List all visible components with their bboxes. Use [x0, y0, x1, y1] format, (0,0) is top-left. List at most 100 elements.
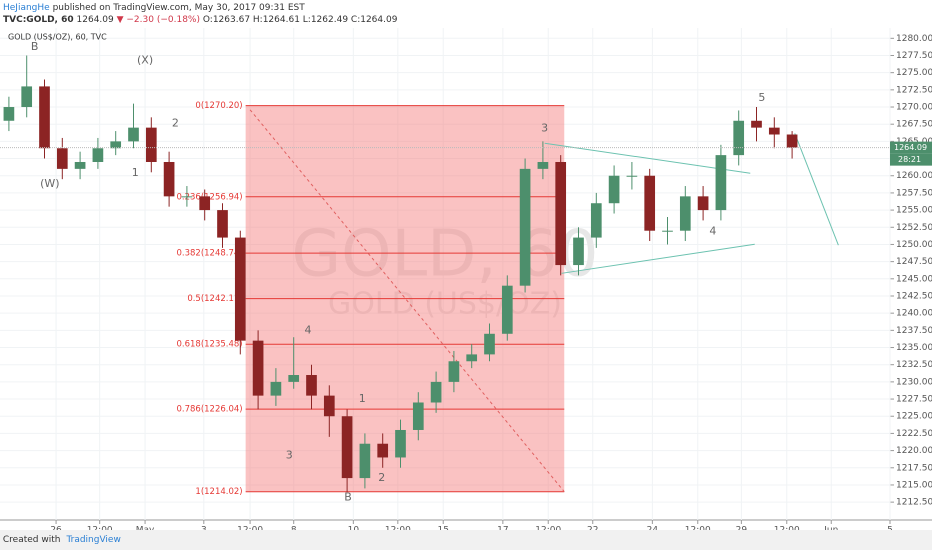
- candle-body: [644, 175, 656, 231]
- candle-body: [662, 230, 673, 232]
- wave-label: 5: [758, 91, 765, 104]
- chart-title: GOLD (US$/OZ), 60, TVC: [8, 33, 107, 42]
- fib-label: 1(1214.02): [195, 487, 242, 497]
- y-tick-label: 1260.00: [896, 171, 932, 181]
- y-tick-label: 1240.00: [896, 309, 932, 319]
- candle-body: [679, 196, 691, 231]
- candle-body: [715, 155, 727, 211]
- candle-body: [217, 210, 228, 238]
- y-tick-label: 1250.00: [896, 240, 932, 250]
- candle-body: [74, 161, 86, 169]
- countdown-label: 28:21: [898, 155, 921, 164]
- y-tick-label: 1230.00: [896, 377, 932, 387]
- header-line-2: TVC:GOLD, 60 1264.09 ▼ −2.30 (−0.18%) O:…: [3, 14, 397, 26]
- y-tick-label: 1247.50: [896, 257, 932, 267]
- candle-body: [555, 161, 567, 266]
- candle-body: [377, 443, 389, 458]
- y-tick-label: 1217.50: [896, 463, 932, 473]
- candle-body: [768, 127, 780, 135]
- y-tick-label: 1222.50: [896, 429, 932, 439]
- candle-body: [466, 354, 478, 362]
- candle-body: [484, 333, 495, 355]
- y-tick-label: 1255.00: [896, 206, 932, 216]
- y-tick-label: 1267.50: [896, 120, 932, 130]
- candle-body: [395, 429, 406, 458]
- y-tick-label: 1245.00: [896, 274, 932, 284]
- y-tick-label: 1227.50: [896, 395, 932, 405]
- fib-label: 0(1270.20): [195, 101, 242, 111]
- wave-label: 3: [286, 448, 293, 461]
- price-tag: [890, 141, 932, 154]
- candle-body: [234, 237, 246, 341]
- watermark: GOLD (US$/OZ): [328, 287, 562, 322]
- candle-body: [733, 120, 745, 156]
- candle-body: [786, 134, 798, 148]
- wave-label: 1: [132, 166, 139, 179]
- fib-label: 0.786(1226.04): [177, 405, 243, 415]
- candle-body: [537, 161, 549, 169]
- y-tick-label: 1212.50: [896, 498, 932, 508]
- candle-body: [270, 381, 282, 396]
- y-tick-label: 1277.50: [896, 51, 932, 61]
- candle-body: [288, 375, 300, 382]
- created: Created with: [2, 535, 61, 545]
- change: ▼ −2.30 (−0.18%): [116, 15, 200, 25]
- fib-label: 0.5(1242.11): [187, 294, 242, 304]
- fib-label: 0.382(1248.74): [177, 249, 243, 259]
- header: HeJiangHe published on TradingView.com, …: [3, 2, 397, 26]
- candle-body: [110, 141, 122, 149]
- candle-body: [412, 402, 424, 430]
- wave-label: 4: [304, 323, 311, 336]
- wave-label: B: [344, 490, 352, 503]
- candle-body: [128, 127, 139, 142]
- candle-body: [359, 443, 371, 479]
- candle-body: [199, 196, 211, 211]
- trend-line: [249, 109, 565, 493]
- candle-body: [145, 127, 157, 162]
- candle-body: [163, 161, 175, 197]
- wave-label: 2: [378, 471, 385, 484]
- candle-body: [573, 237, 584, 266]
- symbol: TVC:GOLD, 60: [3, 15, 74, 25]
- y-tick-label: 1257.50: [896, 188, 932, 198]
- candle-body: [323, 395, 335, 417]
- y-tick-label: 1220.00: [896, 446, 932, 456]
- y-tick-label: 1280.00: [896, 34, 932, 44]
- last: 1264.09: [76, 15, 114, 25]
- candle-body: [519, 168, 531, 286]
- watermark: GOLD, 60: [291, 218, 598, 292]
- candle-body: [56, 148, 68, 169]
- countdown-tag: [890, 153, 932, 166]
- wave-label: (W): [40, 177, 59, 190]
- y-tick-label: 1237.50: [896, 326, 932, 336]
- y-tick-label: 1252.50: [896, 223, 932, 233]
- candle-body: [39, 86, 50, 149]
- y-tick-label: 1272.50: [896, 85, 932, 95]
- candle-body: [181, 196, 193, 198]
- price-tag-label: 1264.09: [894, 143, 927, 152]
- ohlc: O:1263.67 H:1264.61 L:1262.49 C:1264.09: [202, 15, 398, 25]
- wave-label: B: [31, 40, 39, 53]
- wave-label: 4: [709, 224, 716, 237]
- y-tick-label: 1215.00: [896, 480, 932, 490]
- y-tick-label: 1270.00: [896, 103, 932, 113]
- y-tick-label: 1242.50: [896, 291, 932, 301]
- candle-body: [341, 416, 353, 479]
- y-tick-label: 1225.00: [896, 412, 932, 422]
- candle-body: [608, 175, 620, 204]
- header-line-1: HeJiangHe published on TradingView.com, …: [3, 2, 397, 14]
- candle-body: [3, 107, 15, 121]
- trend-line: [561, 243, 755, 274]
- brand[interactable]: TradingView: [66, 535, 121, 545]
- y-tick-label: 1275.00: [896, 68, 932, 78]
- fib-label: 0.618(1235.48): [177, 340, 243, 350]
- candle-body: [430, 381, 442, 403]
- candle-body: [590, 203, 602, 238]
- candle-body: [252, 340, 264, 396]
- wave-label: (X): [137, 53, 153, 66]
- wave-label: 2: [172, 117, 179, 130]
- candle-body: [92, 148, 104, 162]
- published: published on TradingView.com, May 30, 20…: [52, 3, 305, 13]
